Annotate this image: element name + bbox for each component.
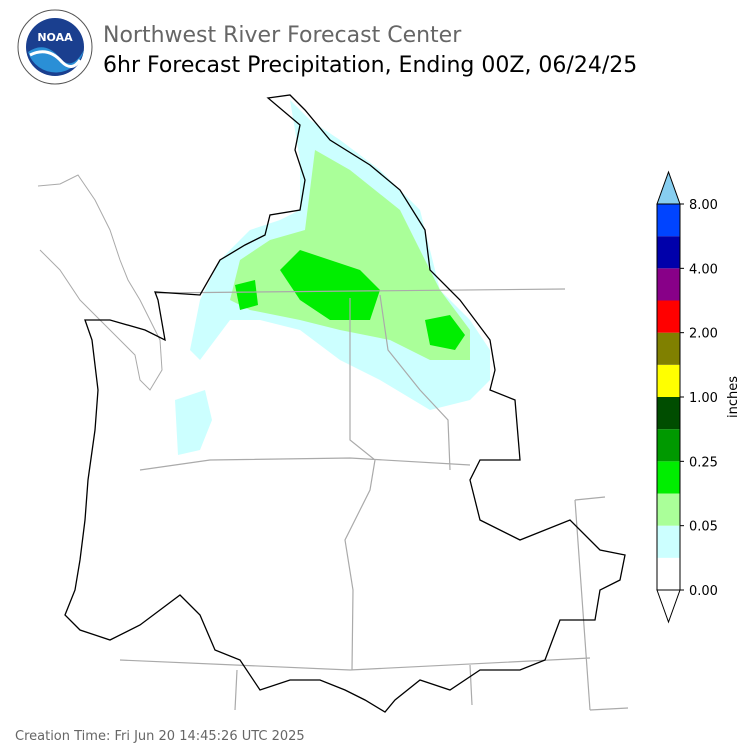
colorbar-swatch bbox=[657, 364, 680, 397]
colorbar-label: 2.00 bbox=[689, 327, 718, 342]
colorbar-unit: inches bbox=[726, 376, 741, 418]
colorbar-under bbox=[656, 589, 681, 624]
colorbar-over bbox=[656, 170, 681, 205]
colorbar-swatch bbox=[657, 204, 680, 237]
colorbar-label: 0.25 bbox=[689, 455, 718, 470]
colorbar-swatch bbox=[657, 525, 680, 558]
colorbar-swatch bbox=[657, 557, 680, 590]
subtitle: 6hr Forecast Precipitation, Ending 00Z, … bbox=[103, 53, 637, 78]
colorbar-swatch bbox=[657, 493, 680, 526]
colorbar-swatch bbox=[657, 461, 680, 494]
logo-text: NOAA bbox=[37, 31, 73, 44]
colorbar-label: 1.00 bbox=[689, 391, 718, 406]
colorbar-swatch bbox=[657, 300, 680, 333]
colorbar-swatch bbox=[657, 332, 680, 365]
colorbar-swatch bbox=[657, 397, 680, 430]
colorbar-label: 0.05 bbox=[689, 520, 718, 535]
colorbar-swatch bbox=[657, 236, 680, 269]
colorbar: 0.00 0.05 0.25 1.00 2.00 4.00 8.00 bbox=[656, 170, 718, 624]
colorbar-swatch bbox=[657, 429, 680, 462]
noaa-logo: NOAA bbox=[17, 9, 93, 85]
colorbar-label: 0.00 bbox=[689, 584, 718, 599]
colorbar-label: 4.00 bbox=[689, 262, 718, 277]
creation-time: Creation Time: Fri Jun 20 14:45:26 UTC 2… bbox=[15, 729, 305, 744]
map bbox=[37, 94, 629, 713]
colorbar-swatch bbox=[657, 268, 680, 301]
colorbar-label: 8.00 bbox=[689, 198, 718, 213]
title: Northwest River Forecast Center bbox=[103, 23, 462, 48]
